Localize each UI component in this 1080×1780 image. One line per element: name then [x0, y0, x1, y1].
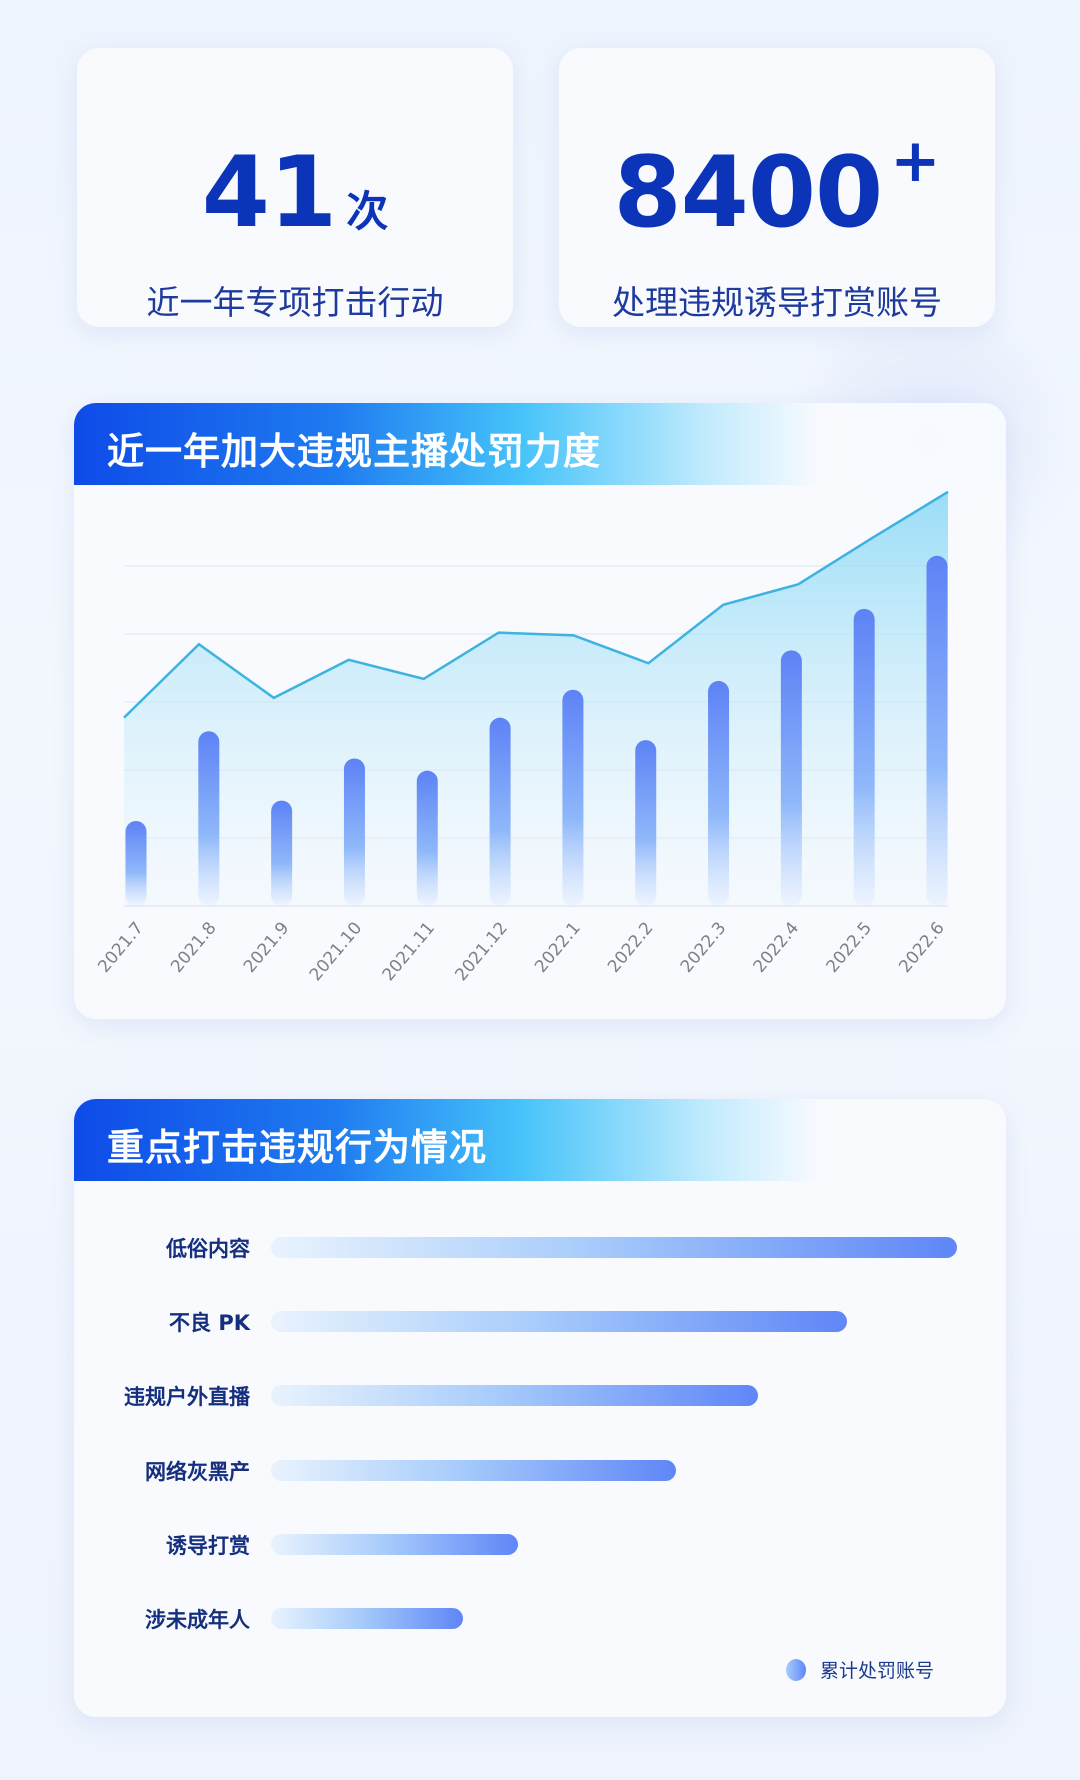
legend-label: 累计处罚账号 — [820, 1660, 935, 1682]
category-label: 网络灰黑产 — [145, 1459, 250, 1484]
bar-2022.4 — [780, 650, 802, 906]
x-tick-label: 2022.3 — [677, 918, 731, 976]
stat-label: 近一年专项打击行动 — [146, 283, 444, 322]
bar-2021.9 — [271, 800, 293, 906]
legend-dot-icon — [786, 1658, 806, 1681]
section-title: 重点打击违规行为情况 — [107, 1126, 487, 1169]
trend-line — [123, 490, 949, 719]
bar-2022.3 — [708, 680, 730, 906]
line-area — [124, 491, 948, 906]
x-tick-label: 2022.5 — [822, 918, 876, 976]
stat-card-accounts: 8400 + 处理违规诱导打赏账号 — [559, 48, 995, 327]
stat-card-actions: 41 次 近一年专项打击行动 — [77, 48, 513, 327]
bar-2021.12 — [489, 717, 511, 906]
x-tick-label: 2021.12 — [451, 918, 512, 985]
section-title: 近一年加大违规主播处罚力度 — [107, 430, 601, 473]
stat-number: 41 — [201, 136, 337, 250]
bar-2022.2 — [635, 740, 657, 906]
stat-unit: 次 — [346, 187, 389, 236]
category-label: 涉未成年人 — [145, 1608, 250, 1632]
x-tick-label: 2022.6 — [895, 918, 949, 976]
x-tick-label: 2021.9 — [240, 918, 294, 976]
bar-2021.11 — [416, 770, 438, 906]
stat-value: 8400 + — [559, 126, 995, 250]
stat-number: 8400 — [613, 136, 883, 250]
bar-违规户外直播 — [271, 1385, 759, 1407]
bar-2021.7 — [125, 821, 147, 906]
bar-低俗内容 — [271, 1237, 957, 1258]
violation-types-card: 重点打击违规行为情况 — [74, 1099, 1006, 1717]
bar-诱导打赏 — [271, 1533, 518, 1555]
category-label: 不良 PK — [169, 1311, 250, 1336]
x-tick-label: 2022.2 — [604, 918, 658, 976]
category-label: 低俗内容 — [166, 1237, 250, 1261]
category-label: 违规户外直播 — [124, 1385, 250, 1410]
bar-不良 PK — [271, 1311, 848, 1333]
x-tick-label: 2022.1 — [531, 918, 585, 976]
bar-涉未成年人 — [271, 1608, 464, 1629]
section-header: 重点打击违规行为情况 — [74, 1099, 819, 1181]
x-tick-label: 2021.8 — [167, 918, 221, 976]
bar-2022.1 — [562, 689, 584, 906]
stat-value: 41 次 — [77, 136, 513, 250]
category-label: 诱导打赏 — [166, 1533, 250, 1558]
section-header: 近一年加大违规主播处罚力度 — [74, 403, 819, 485]
x-tick-label: 2021.11 — [379, 918, 440, 985]
stat-suffix: + — [890, 126, 941, 196]
penalty-trend-chart: 2021.7 2021.8 2021.9 2021.10 2021.11 2021.12 2… — [94, 490, 949, 985]
bar-2022.6 — [926, 555, 948, 906]
bar-2022.5 — [853, 608, 875, 906]
bar-2021.10 — [343, 758, 365, 906]
x-tick-label: 2022.4 — [750, 918, 804, 976]
stat-label: 处理违规诱导打赏账号 — [612, 283, 942, 322]
bar-网络灰黑产 — [271, 1459, 676, 1481]
x-tick-label: 2021.7 — [94, 918, 148, 976]
bar-2021.8 — [198, 731, 220, 906]
legend: 累计处罚账号 — [786, 1656, 934, 1683]
x-tick-label: 2021.10 — [306, 918, 367, 985]
